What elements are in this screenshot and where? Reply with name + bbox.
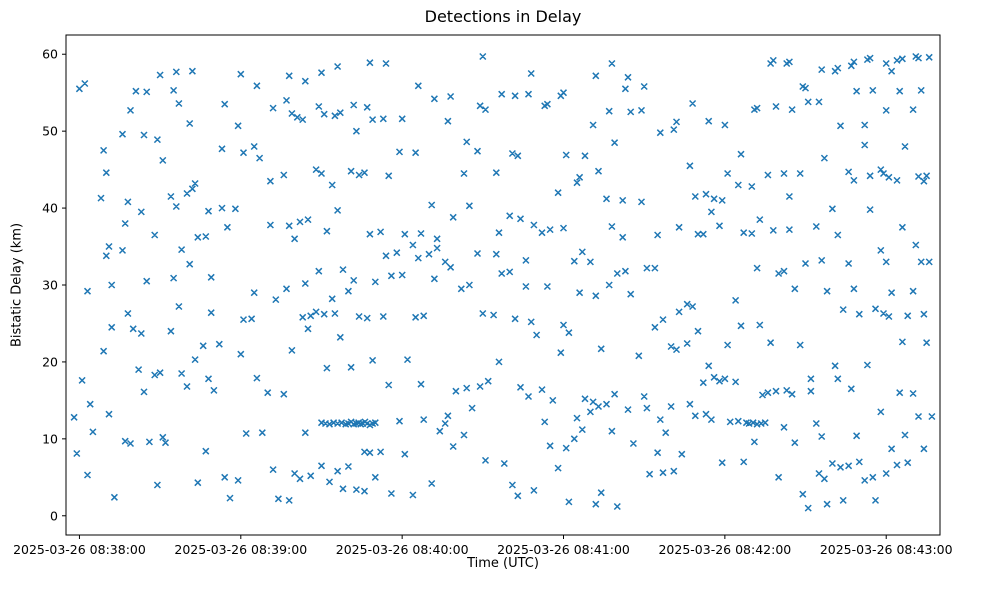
axes-box bbox=[65, 34, 941, 536]
x-tick-label: 2025-03-26 08:41:00 bbox=[497, 542, 630, 557]
y-tick-label: 40 bbox=[42, 201, 58, 216]
x-tick-label: 2025-03-26 08:39:00 bbox=[174, 542, 307, 557]
y-tick-label: 10 bbox=[42, 431, 58, 446]
y-tick-label: 60 bbox=[42, 47, 58, 62]
y-tick-label: 20 bbox=[42, 354, 58, 369]
y-tick-label: 50 bbox=[42, 124, 58, 139]
x-tick-label: 2025-03-26 08:40:00 bbox=[336, 542, 469, 557]
x-tick-label: 2025-03-26 08:42:00 bbox=[658, 542, 791, 557]
y-tick-label: 0 bbox=[50, 508, 58, 523]
scatter-points bbox=[70, 52, 936, 512]
x-tick-label: 2025-03-26 08:43:00 bbox=[820, 542, 953, 557]
x-tick-label: 2025-03-26 08:38:00 bbox=[13, 542, 146, 557]
y-tick-label: 30 bbox=[42, 278, 58, 293]
chart-title: Detections in Delay bbox=[424, 7, 582, 26]
x-axis-label: Time (UTC) bbox=[467, 556, 539, 571]
